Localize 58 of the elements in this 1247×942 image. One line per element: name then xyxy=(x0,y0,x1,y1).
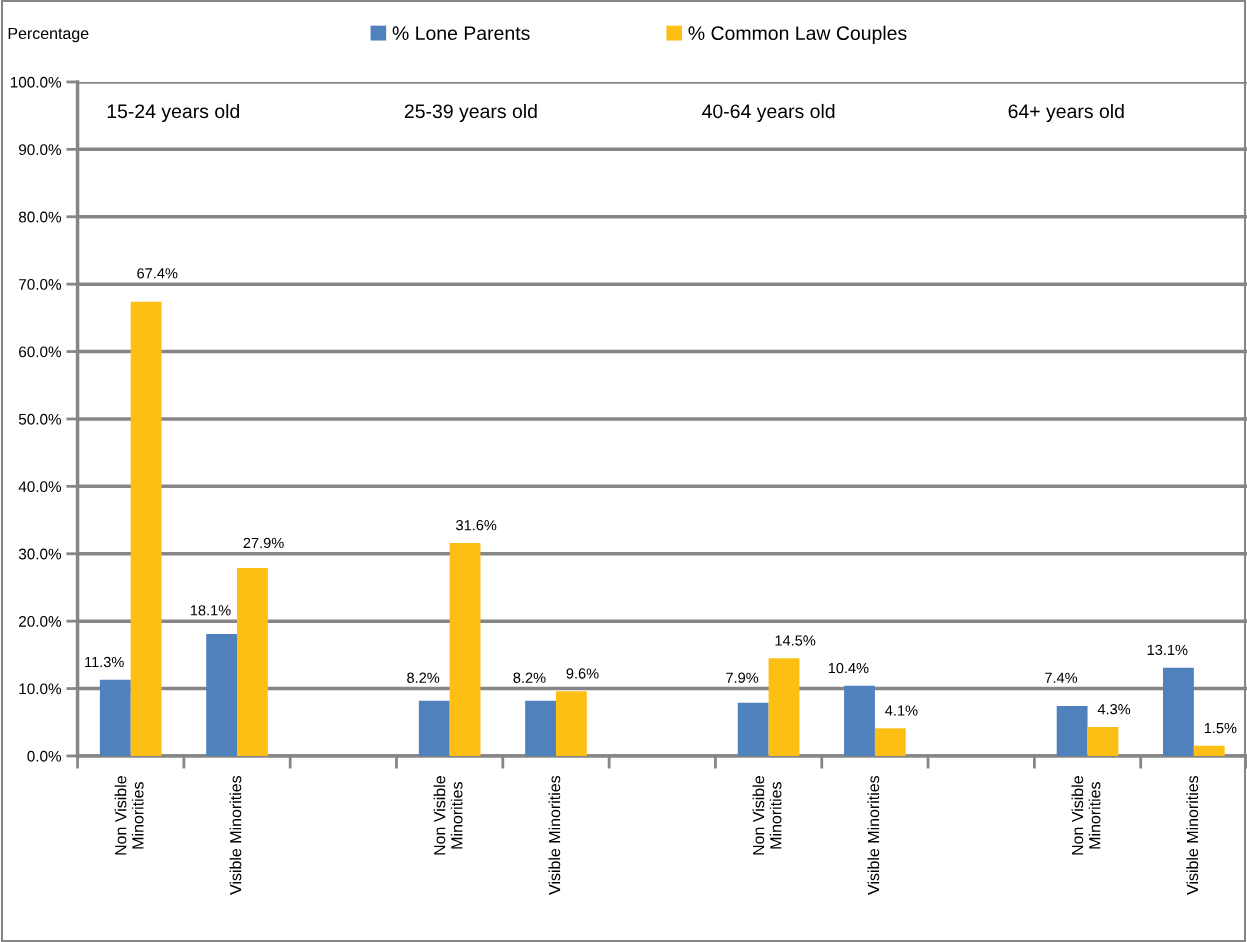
legend-label: % Common Law Couples xyxy=(688,25,907,44)
bar xyxy=(555,691,587,756)
data-label: 4.1% xyxy=(885,705,918,716)
y-axis-title: Percentage xyxy=(8,27,89,43)
bar xyxy=(130,301,162,756)
y-tick-label: 100.0% xyxy=(10,76,62,88)
y-tick-label: 70.0% xyxy=(19,279,62,290)
bar xyxy=(768,658,800,756)
legend-label: % Lone Parents xyxy=(392,26,530,41)
bar xyxy=(1193,745,1225,756)
annotation: 15-24 years old xyxy=(107,103,240,123)
data-label: 13.1% xyxy=(1147,644,1188,656)
bar xyxy=(844,685,875,756)
y-tick-label: 60.0% xyxy=(19,346,62,358)
data-label: 4.3% xyxy=(1097,704,1131,715)
y-tick-label: 50.0% xyxy=(18,413,62,425)
data-label: 67.4% xyxy=(137,268,178,279)
bar xyxy=(237,567,268,756)
bar xyxy=(449,542,481,756)
data-label: 14.5% xyxy=(775,635,816,646)
annotation: 40-64 years old xyxy=(702,103,835,123)
y-tick-label: 30.0% xyxy=(18,548,62,560)
bar xyxy=(418,700,450,756)
data-label: 1.5% xyxy=(1204,722,1237,734)
bar xyxy=(99,679,131,756)
y-tick-label: 20.0% xyxy=(19,616,62,627)
annotation: 25-39 years old xyxy=(404,103,537,123)
x-tick-label: Non Visible Minorities xyxy=(1071,776,1101,855)
x-tick-label: Visible Minorities xyxy=(1186,775,1199,895)
data-label: 7.4% xyxy=(1045,672,1078,683)
y-tick-label: 40.0% xyxy=(18,481,62,493)
bar xyxy=(1056,706,1088,756)
x-tick-label: Non Visible Minorities xyxy=(433,776,463,855)
data-label: 8.2% xyxy=(513,672,546,683)
y-tick-label: 90.0% xyxy=(18,144,62,156)
bar xyxy=(1087,726,1119,756)
data-label: 27.9% xyxy=(243,537,284,549)
data-label: 31.6% xyxy=(456,520,497,531)
bar xyxy=(1163,667,1194,756)
x-tick-label: Visible Minorities xyxy=(229,775,242,895)
data-label: 7.9% xyxy=(726,672,759,683)
bar xyxy=(874,728,906,756)
annotation: 64+ years old xyxy=(1008,103,1124,123)
data-label: 9.6% xyxy=(566,668,599,679)
y-tick-label: 10.0% xyxy=(19,683,62,695)
data-label: 11.3% xyxy=(85,656,124,668)
bar xyxy=(206,633,238,756)
y-tick-label: 80.0% xyxy=(18,211,62,223)
data-label: 18.1% xyxy=(190,605,231,616)
x-tick-label: Visible Minorities xyxy=(548,775,561,895)
x-tick-label: Visible Minorities xyxy=(867,775,880,895)
data-label: 8.2% xyxy=(407,672,440,683)
x-tick-label: Non Visible Minorities xyxy=(752,776,782,855)
x-tick-label: Non Visible Minorities xyxy=(114,776,144,855)
y-tick-label: 0.0% xyxy=(27,750,62,762)
data-label: 10.4% xyxy=(828,662,869,674)
bar xyxy=(525,700,556,756)
bar xyxy=(737,702,769,756)
